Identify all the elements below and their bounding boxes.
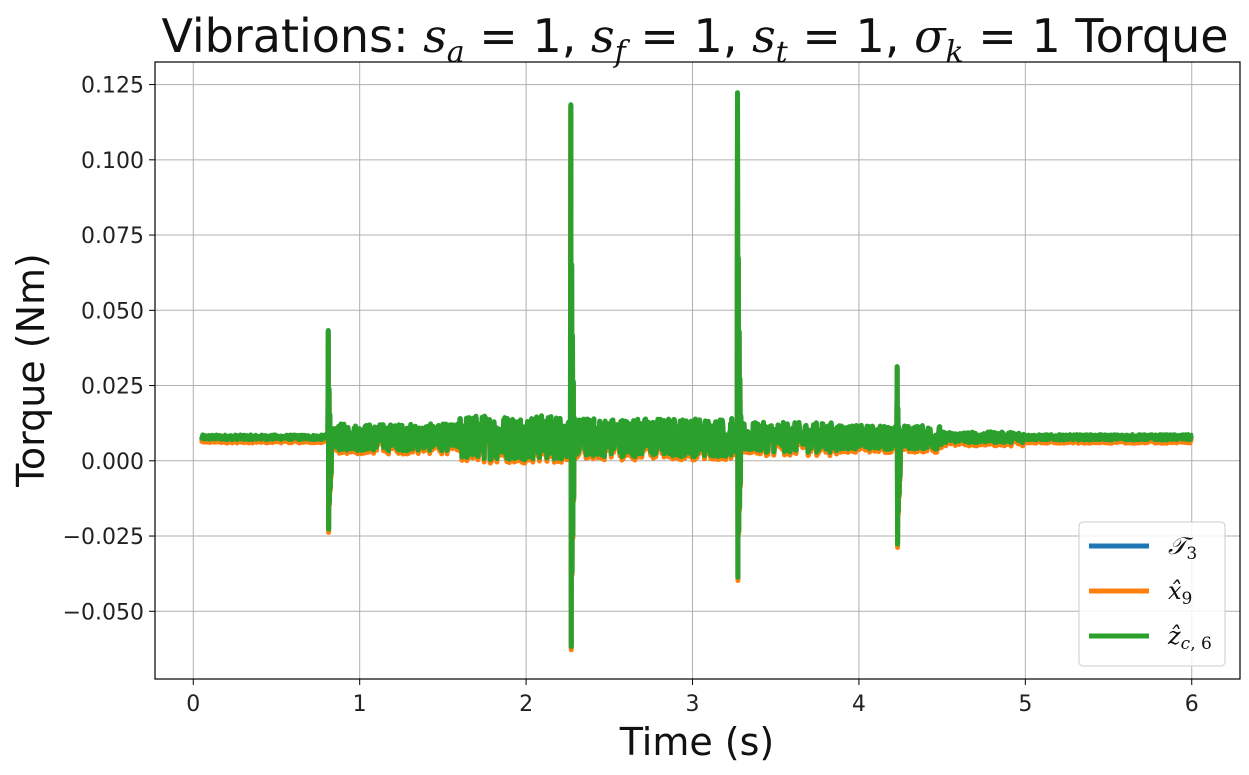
y-tick-label: 0.100 (81, 149, 144, 174)
y-tick-label: −0.025 (63, 525, 144, 550)
series-line-zc6 (199, 90, 1194, 649)
series-layer (199, 90, 1194, 653)
y-axis-title: Torque (Nm) (9, 253, 53, 488)
y-tick-label: 0.125 (81, 74, 144, 99)
grid-lines (155, 62, 1240, 679)
legend-label-x9: x̂9 (1168, 577, 1192, 609)
plot-frame (154, 61, 1241, 680)
y-tick-label: 0.075 (81, 224, 144, 249)
legend: 𝒯3 x̂9 ẑc, 6 (1078, 521, 1226, 667)
series-line-t3 (199, 91, 1194, 650)
x-tick-label: 0 (186, 692, 200, 717)
chart-title: Vibrations: sa = 1, sf = 1, st = 1, σk =… (161, 9, 1228, 70)
x-tick-label: 5 (1018, 692, 1032, 717)
legend-box (1078, 521, 1226, 667)
x-axis-title: Time (s) (619, 720, 775, 764)
x-tick-label: 1 (353, 692, 367, 717)
y-tick-label: 0.050 (81, 299, 144, 324)
y-tick-label: −0.050 (63, 600, 144, 625)
y-tick-label: 0.000 (81, 450, 144, 475)
x-tick-label: 4 (852, 692, 866, 717)
series-line-x9 (199, 93, 1194, 653)
axis-ticks: 0 1 2 3 4 5 6 −0.050 −0.025 0.000 0.025 0.050 0.075 0… (63, 74, 1199, 717)
x-tick-label: 6 (1185, 692, 1199, 717)
y-tick-label: 0.025 (81, 375, 144, 400)
x-tick-label: 3 (686, 692, 700, 717)
x-tick-label: 2 (519, 692, 533, 717)
